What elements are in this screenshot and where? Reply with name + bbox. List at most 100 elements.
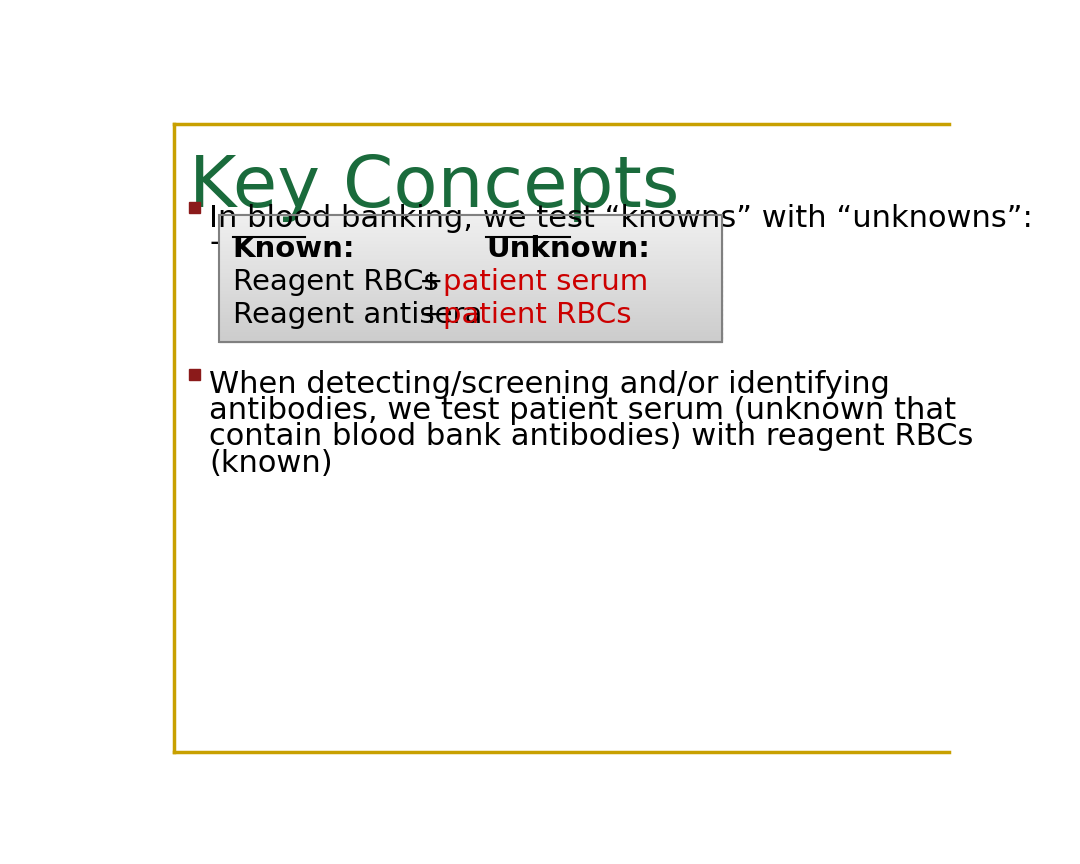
Bar (218, 295, 723, 297)
Bar (218, 267, 723, 270)
Bar (218, 275, 723, 276)
Bar (218, 334, 723, 337)
Bar (189, 369, 200, 380)
Text: When detecting/screening and/or identifying: When detecting/screening and/or identify… (210, 370, 890, 399)
Bar (218, 245, 723, 246)
Bar (218, 269, 723, 270)
Bar (218, 213, 723, 216)
Bar (218, 283, 723, 286)
Bar (218, 276, 723, 278)
Bar (218, 280, 723, 282)
Text: patient serum: patient serum (444, 269, 649, 296)
Bar (218, 262, 723, 264)
Bar (218, 340, 723, 341)
Bar (218, 223, 723, 225)
Bar (218, 313, 723, 315)
Bar (218, 302, 723, 303)
Bar (218, 251, 723, 252)
Bar (218, 312, 723, 314)
Bar (218, 289, 723, 291)
Bar (218, 309, 723, 311)
Bar (218, 323, 723, 325)
Bar (218, 266, 723, 268)
Bar (218, 247, 723, 249)
Text: antibodies, we test patient serum (unknown that: antibodies, we test patient serum (unkno… (210, 397, 957, 425)
Bar (218, 216, 723, 219)
Bar (218, 245, 723, 248)
Bar (218, 337, 723, 339)
Bar (218, 308, 723, 310)
Text: Unknown:: Unknown: (486, 235, 650, 263)
Text: Reagent RBCs: Reagent RBCs (232, 269, 438, 296)
Text: Key Concepts: Key Concepts (189, 153, 679, 222)
Bar (218, 331, 723, 333)
Bar (218, 283, 723, 284)
Bar (218, 278, 723, 281)
Bar (218, 317, 723, 319)
Bar (218, 219, 723, 221)
Bar (218, 221, 723, 224)
Bar (218, 314, 723, 316)
Bar (218, 226, 723, 227)
Bar (218, 291, 723, 294)
Bar (218, 253, 723, 255)
Bar (218, 299, 723, 301)
Bar (218, 274, 723, 276)
Bar (218, 264, 723, 267)
Bar (218, 237, 723, 238)
Text: -: - (210, 227, 220, 257)
Bar (218, 277, 723, 279)
Bar (218, 305, 723, 308)
Bar (218, 294, 723, 295)
Bar (218, 315, 723, 317)
Bar (218, 318, 723, 320)
Bar (218, 271, 723, 273)
Bar (218, 215, 723, 217)
Bar (218, 257, 723, 259)
Text: contain blood bank antibodies) with reagent RBCs: contain blood bank antibodies) with reag… (210, 422, 974, 452)
Text: (known): (known) (210, 448, 333, 478)
Bar (189, 202, 200, 213)
Bar (218, 336, 723, 338)
Bar (218, 290, 723, 292)
Bar (218, 296, 723, 298)
Bar (218, 235, 723, 238)
Bar (218, 220, 723, 222)
Bar (218, 319, 723, 321)
Bar (218, 234, 723, 236)
Bar (218, 324, 723, 327)
Bar (218, 286, 723, 289)
Bar (218, 226, 723, 229)
Bar (218, 232, 723, 233)
Bar (218, 218, 723, 219)
Bar (218, 231, 723, 232)
Text: Known:: Known: (232, 235, 355, 263)
Bar (218, 242, 723, 244)
Bar (218, 339, 723, 340)
Bar (218, 302, 723, 305)
Bar (218, 321, 723, 324)
Bar (218, 293, 723, 295)
Bar (218, 270, 723, 272)
Bar (218, 334, 723, 335)
Bar (218, 254, 723, 257)
Bar (218, 329, 723, 332)
Bar (218, 297, 723, 300)
Bar (218, 248, 723, 251)
Bar (218, 326, 723, 327)
Bar (218, 250, 723, 251)
Bar (218, 304, 723, 306)
Bar (218, 228, 723, 230)
Bar (218, 252, 723, 254)
Bar (218, 328, 723, 330)
Bar (218, 259, 723, 262)
Text: Reagent antisera: Reagent antisera (232, 301, 482, 329)
Bar (218, 224, 723, 226)
Bar (218, 256, 723, 257)
Text: patient RBCs: patient RBCs (444, 301, 632, 329)
Bar (218, 243, 723, 245)
Bar (218, 264, 723, 265)
Bar (218, 232, 723, 235)
Bar (218, 288, 723, 289)
Bar (218, 327, 723, 329)
